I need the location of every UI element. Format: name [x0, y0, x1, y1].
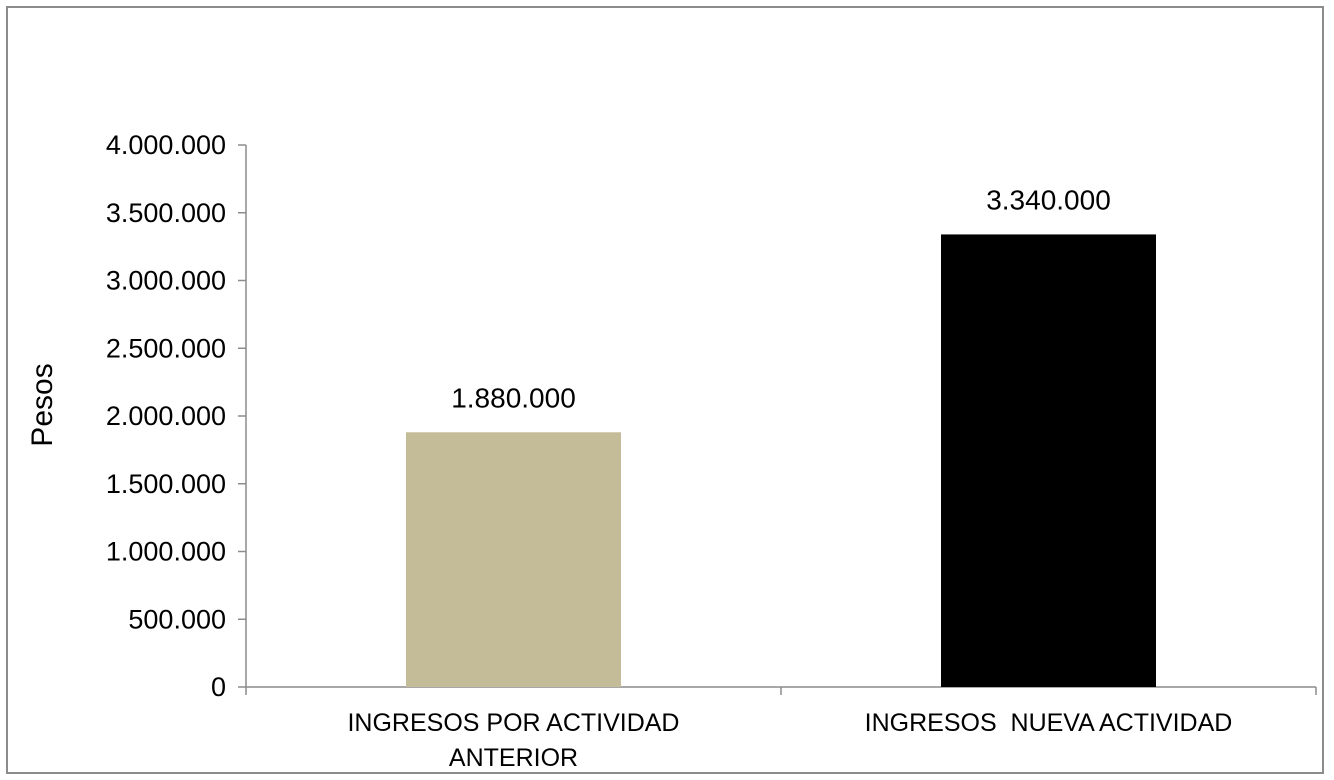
y-tick-label: 1.500.000	[106, 469, 226, 499]
y-tick-label: 3.500.000	[106, 198, 226, 228]
y-tick-label: 1.000.000	[106, 537, 226, 567]
data-label: 1.880.000	[451, 382, 576, 413]
y-tick-label: 2.000.000	[106, 401, 226, 431]
bar	[941, 234, 1156, 687]
x-category-label: INGRESOS NUEVA ACTIVIDAD	[865, 709, 1233, 737]
y-tick-label: 2.500.000	[106, 333, 226, 363]
data-label: 3.340.000	[986, 184, 1111, 215]
y-axis-title: Pesos	[26, 363, 59, 446]
plot-area: 0 500.000 1.000.000 1.500.000 2.000.000 2.500…	[106, 130, 1317, 772]
bar	[406, 432, 621, 687]
x-category-label: ANTERIOR	[449, 744, 578, 772]
y-tick-label: 0	[211, 672, 226, 702]
y-tick-label: 4.000.000	[106, 130, 226, 160]
y-tick-label: 3.000.000	[106, 266, 226, 296]
x-category-label: INGRESOS POR ACTIVIDAD	[347, 709, 679, 737]
y-tick-label: 500.000	[128, 604, 226, 634]
